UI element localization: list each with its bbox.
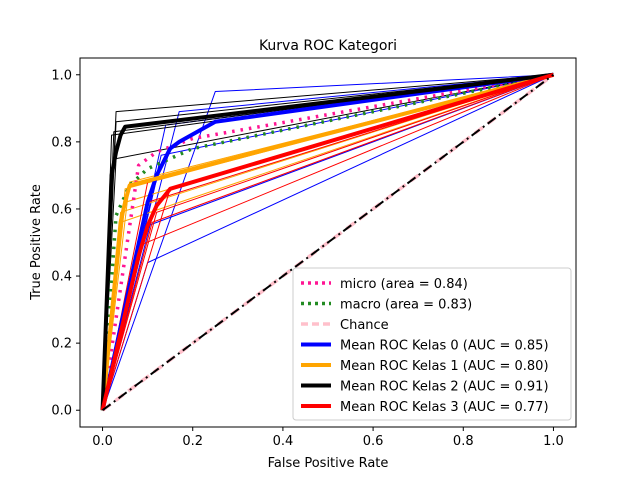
macro-roc-curve	[100, 73, 554, 411]
fold-roc-curve-class-3	[102, 74, 554, 411]
legend: micro (area = 0.84) macro (area = 0.83) Ch…	[292, 267, 572, 421]
y-tick-label: 1.0	[51, 68, 72, 83]
y-axis-label: True Positive Rate	[29, 184, 44, 301]
y-tick-label: 0.4	[51, 270, 72, 285]
reference-diagonal	[101, 73, 555, 412]
x-tick-label: 0.0	[92, 434, 113, 449]
y-tick-label: 0.2	[51, 337, 72, 352]
mean-roc-curve	[100, 72, 554, 411]
mean-roc-curve	[100, 72, 555, 411]
plot-frame	[79, 57, 577, 428]
legend-label: Mean ROC Kelas 3 (AUC = 0.77)	[340, 400, 549, 415]
x-tick-label: 0.4	[273, 434, 294, 449]
chart-title: Kurva ROC Kategori	[259, 38, 397, 54]
main-series	[100, 72, 555, 412]
legend-label: Mean ROC Kelas 2 (AUC = 0.91)	[340, 380, 549, 395]
fold-roc-curve-class-0	[102, 74, 554, 411]
y-tick-label: 0.6	[51, 202, 72, 217]
y-tick-label: 0.8	[51, 135, 72, 150]
x-axis-label: False Positive Rate	[268, 456, 389, 471]
x-tick-label: 1.0	[543, 434, 564, 449]
x-axis-ticks: 0.0 0.2 0.4 0.6 0.8 1.0	[92, 427, 564, 449]
x-tick-label: 0.2	[182, 434, 203, 449]
x-tick-label: 0.8	[453, 434, 474, 449]
mean-roc-curve	[100, 72, 554, 411]
x-tick-label: 0.6	[363, 434, 384, 449]
legend-label: macro (area = 0.83)	[340, 298, 472, 313]
legend-label: micro (area = 0.84)	[340, 277, 468, 292]
legend-label: Chance	[340, 318, 389, 333]
legend-label: Mean ROC Kelas 1 (AUC = 0.80)	[340, 359, 549, 374]
fold-roc-curve-class-0	[102, 74, 554, 411]
mean-roc-curve	[100, 72, 554, 411]
y-tick-label: 0.0	[51, 404, 72, 419]
legend-label: Mean ROC Kelas 0 (AUC = 0.85)	[340, 339, 549, 354]
legend-box	[292, 267, 572, 421]
y-axis-ticks: 0.0 0.2 0.4 0.6 0.8 1.0	[51, 68, 80, 419]
